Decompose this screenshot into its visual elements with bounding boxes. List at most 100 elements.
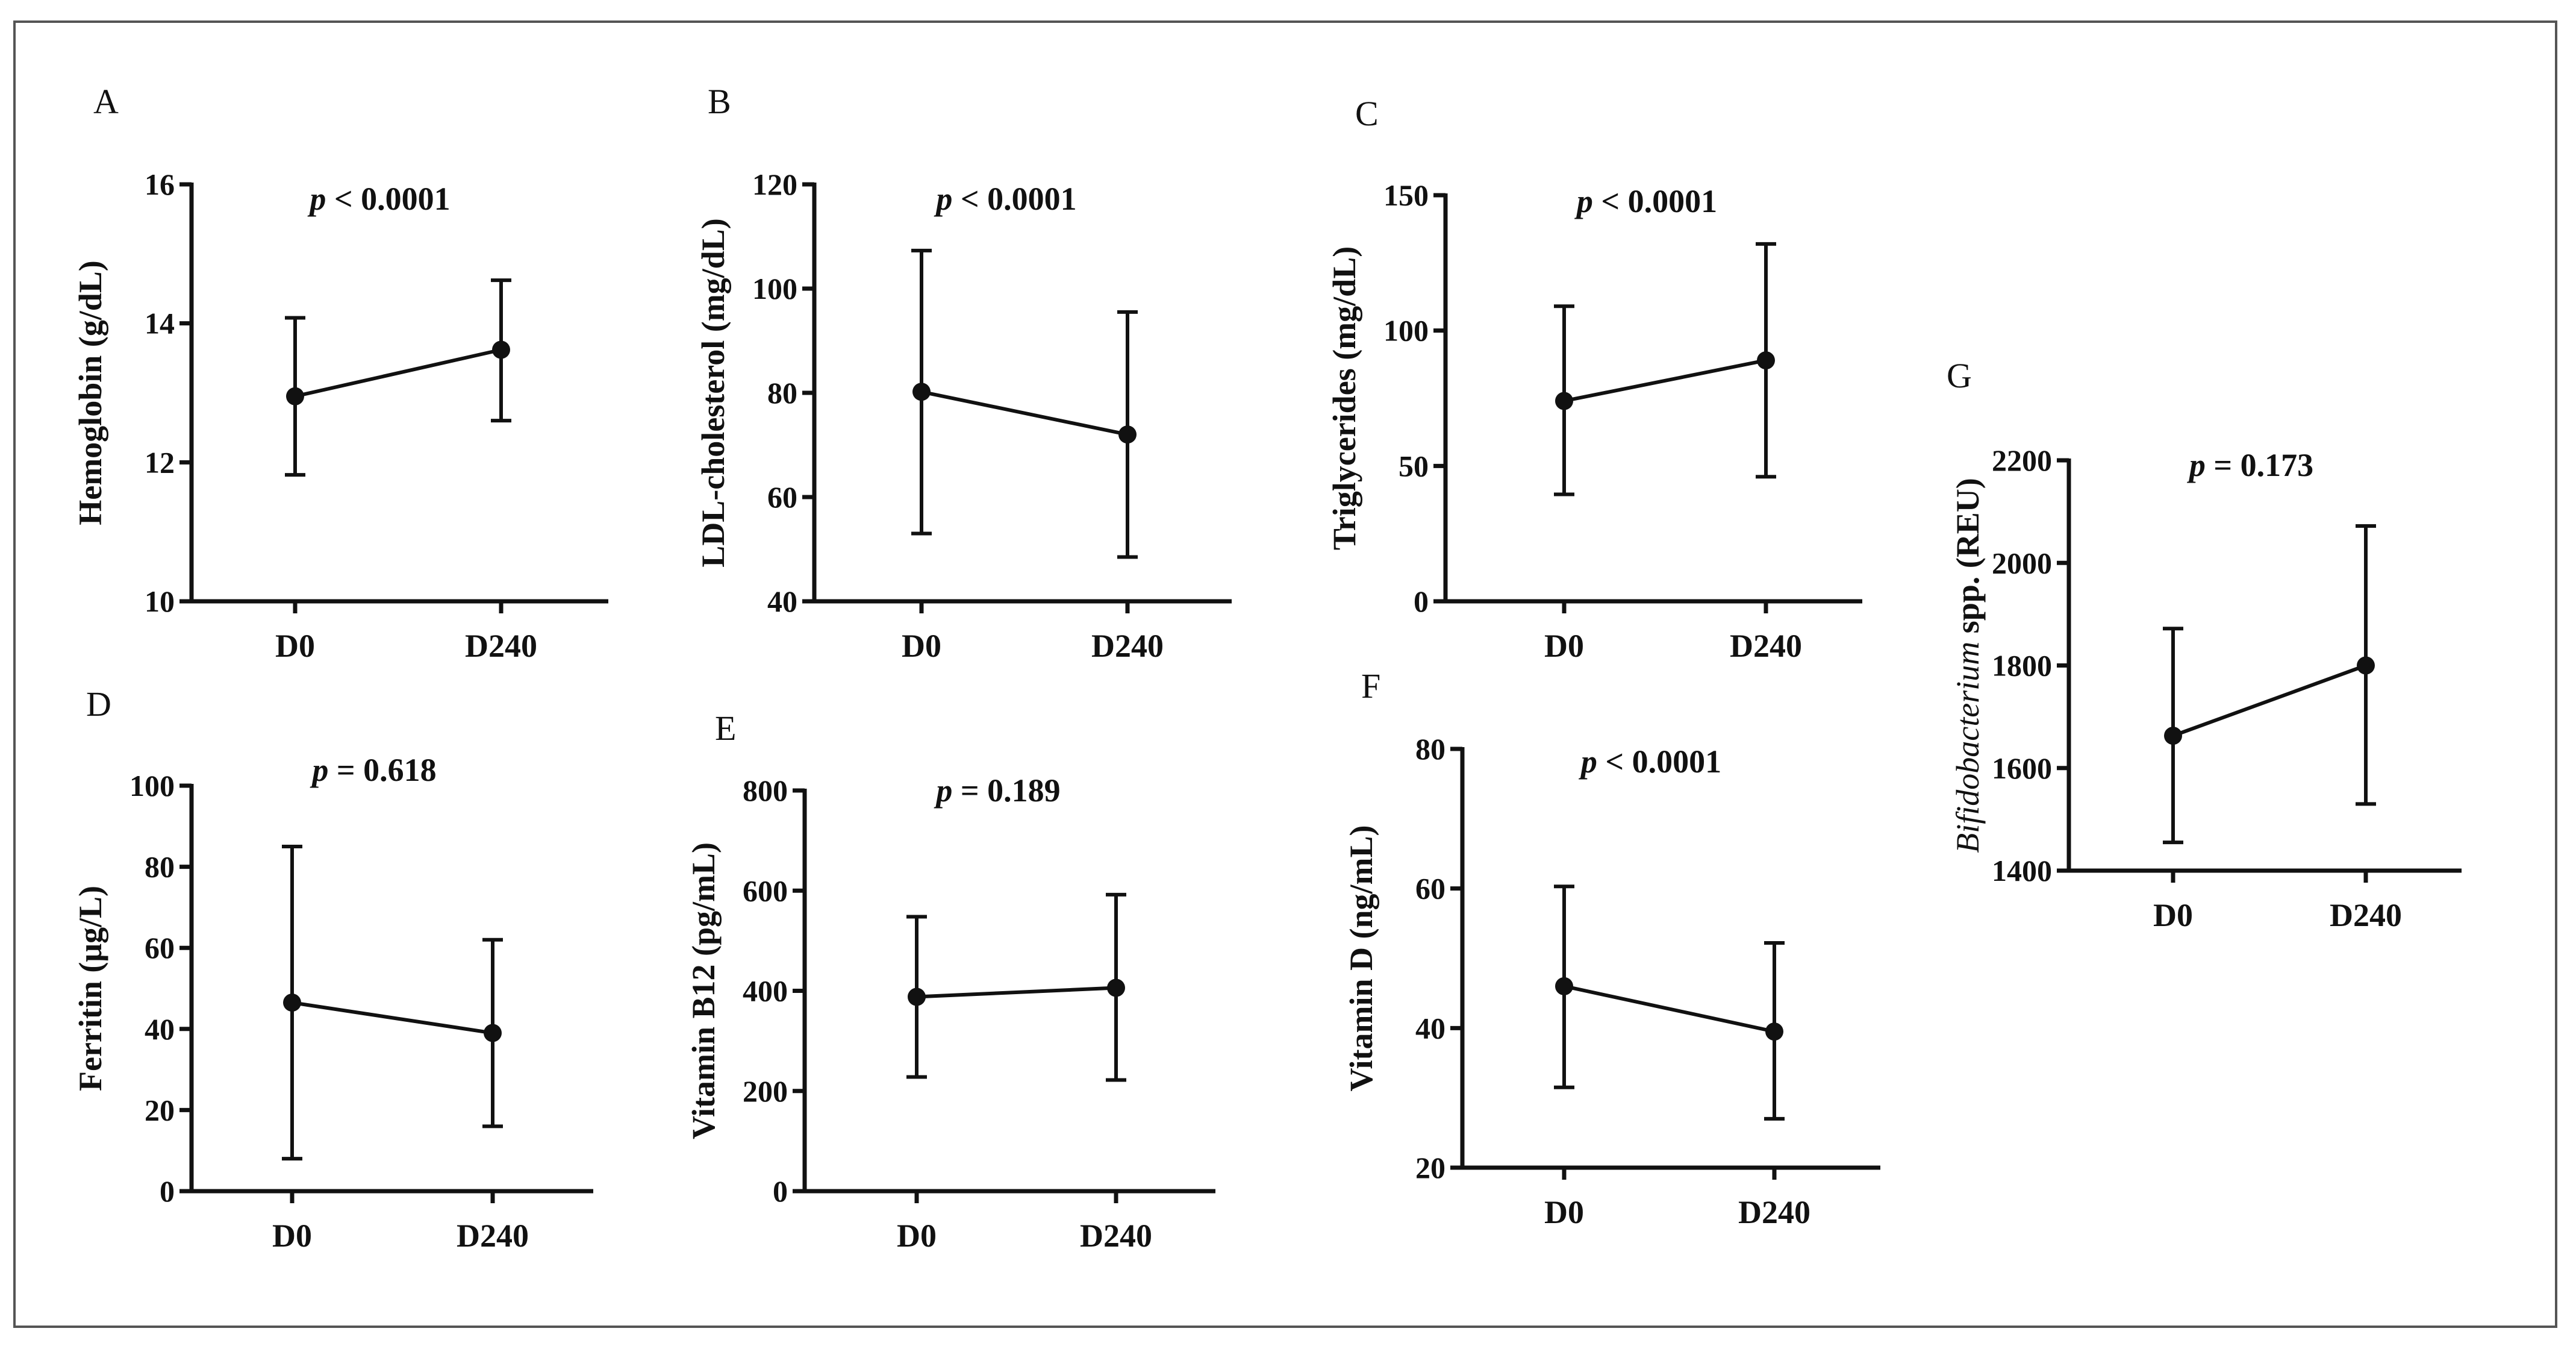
y-tick-label: 40 <box>1415 1011 1445 1045</box>
p-value-symbol: p <box>934 772 952 809</box>
y-axis-label: LDL-cholesterol (mg/dL) <box>695 218 731 567</box>
x-tick-label: D0 <box>2153 897 2193 933</box>
p-value-label: p < 0.0001 <box>934 181 1076 217</box>
p-value-symbol: p <box>310 752 328 788</box>
p-value-symbol: p <box>307 181 326 217</box>
y-axis-label: Hemoglobin (g/dL) <box>72 260 108 525</box>
y-axis-label: Bifidobacterium spp. (REU) <box>1950 478 1986 853</box>
y-tick-label: 1600 <box>1992 751 2052 785</box>
x-tick-label: D0 <box>902 628 941 664</box>
y-tick-label: 60 <box>145 931 175 965</box>
series-line <box>2172 663 2367 737</box>
y-tick-label: 20 <box>1415 1151 1445 1185</box>
p-value-text: = 0.618 <box>328 752 436 788</box>
p-value-symbol: p <box>1579 743 1597 780</box>
x-tick-label: D0 <box>1544 1194 1584 1230</box>
y-axis-label: Ferritin (μg/L) <box>72 886 108 1091</box>
y-tick-label: 40 <box>767 584 797 618</box>
series-line <box>921 390 1128 437</box>
panel-letter: B <box>708 82 731 121</box>
p-value-symbol: p <box>2187 447 2206 483</box>
y-tick-label: 0 <box>773 1174 788 1208</box>
panel-letter: A <box>93 82 119 121</box>
data-point <box>1555 977 1573 995</box>
y-axis-label-rest: spp. (REU) <box>1950 478 1986 642</box>
y-tick-label: 10 <box>145 584 175 618</box>
series-line <box>916 986 1117 999</box>
panel-a: A 10 12 14 16 D0 D240 Hemoglobin (g/dL) p < 0.00… <box>72 82 608 664</box>
panel-letter: D <box>86 684 111 724</box>
data-point <box>283 994 301 1012</box>
y-tick-label: 80 <box>767 376 797 410</box>
y-tick-label: 100 <box>1383 314 1429 348</box>
y-tick-label: 12 <box>145 445 175 479</box>
y-axis-label: Vitamin B12 (pg/mL) <box>685 842 722 1139</box>
data-point <box>492 340 510 359</box>
p-value-label: p < 0.0001 <box>307 181 450 217</box>
y-axis-label: Triglycerides (mg/dL) <box>1326 246 1362 550</box>
y-tick-label: 2000 <box>1992 546 2052 580</box>
panel-g: G 1400 1600 1800 2000 2200 D0 D240 Bifidobacteri… <box>1947 356 2462 933</box>
x-tick-label: D240 <box>1730 628 1802 664</box>
y-tick-label: 20 <box>145 1093 175 1127</box>
x-tick-label: D240 <box>1738 1194 1810 1230</box>
x-tick-label: D240 <box>457 1218 529 1254</box>
data-point <box>286 387 304 405</box>
panel-letter: C <box>1355 94 1379 133</box>
y-tick-label: 120 <box>752 167 797 201</box>
p-value-text: = 0.189 <box>952 772 1060 809</box>
y-axis-label-italic: Bifidobacterium <box>1950 642 1986 853</box>
x-tick-label: D0 <box>272 1218 312 1254</box>
y-tick-label: 0 <box>1414 584 1429 618</box>
panel-e: E 0 200 400 600 800 D0 D240 Vitamin B12 (pg/mL) p… <box>685 709 1215 1254</box>
y-tick-label: 100 <box>129 769 175 803</box>
series-line <box>1564 358 1767 403</box>
p-value-label: p < 0.0001 <box>1579 743 1721 780</box>
panel-letter: F <box>1361 666 1380 706</box>
y-tick-label: 60 <box>767 480 797 514</box>
y-tick-label: 80 <box>145 850 175 884</box>
data-point <box>484 1024 502 1042</box>
panel-c: C 0 50 100 150 D0 D240 Triglycerides (mg/dL) p <… <box>1326 94 1862 664</box>
x-tick-label: D240 <box>1091 628 1164 664</box>
p-value-text: < 0.0001 <box>326 181 450 217</box>
y-tick-label: 150 <box>1383 178 1429 212</box>
series-line <box>295 348 502 398</box>
p-value-symbol: p <box>1574 183 1593 219</box>
y-tick-label: 50 <box>1399 449 1429 483</box>
series-line <box>1564 984 1775 1034</box>
y-tick-label: 40 <box>145 1012 175 1046</box>
y-tick-label: 100 <box>752 272 797 305</box>
y-tick-label: 1400 <box>1992 854 2052 887</box>
p-value-label: p = 0.173 <box>2187 447 2313 483</box>
data-point <box>2357 656 2375 675</box>
panel-letter: E <box>715 709 736 748</box>
data-point <box>1757 351 1775 370</box>
data-point <box>1765 1022 1783 1041</box>
y-tick-label: 200 <box>743 1074 788 1108</box>
y-tick-label: 16 <box>145 167 175 201</box>
series-line <box>292 1001 493 1035</box>
data-point <box>1107 978 1125 997</box>
p-value-label: p = 0.618 <box>310 752 436 788</box>
y-tick-label: 600 <box>743 874 788 907</box>
y-tick-label: 2200 <box>1992 443 2052 477</box>
data-point <box>908 988 926 1006</box>
panel-b: B 40 60 80 100 120 D0 D240 LDL-cholesterol (mg/d… <box>695 82 1232 664</box>
p-value-text: = 0.173 <box>2206 447 2313 483</box>
y-tick-label: 60 <box>1415 872 1445 906</box>
y-tick-label: 14 <box>145 307 175 340</box>
y-tick-label: 80 <box>1415 732 1445 766</box>
p-value-text: < 0.0001 <box>1593 183 1717 219</box>
panel-letter: G <box>1947 356 1972 395</box>
y-tick-label: 1800 <box>1992 649 2052 683</box>
p-value-text: < 0.0001 <box>1597 743 1721 780</box>
p-value-symbol: p <box>934 181 952 217</box>
data-point <box>1555 392 1573 410</box>
p-value-label: p < 0.0001 <box>1574 183 1717 219</box>
data-point <box>912 383 931 401</box>
figure-frame <box>13 20 2557 1328</box>
y-tick-label: 800 <box>743 774 788 807</box>
